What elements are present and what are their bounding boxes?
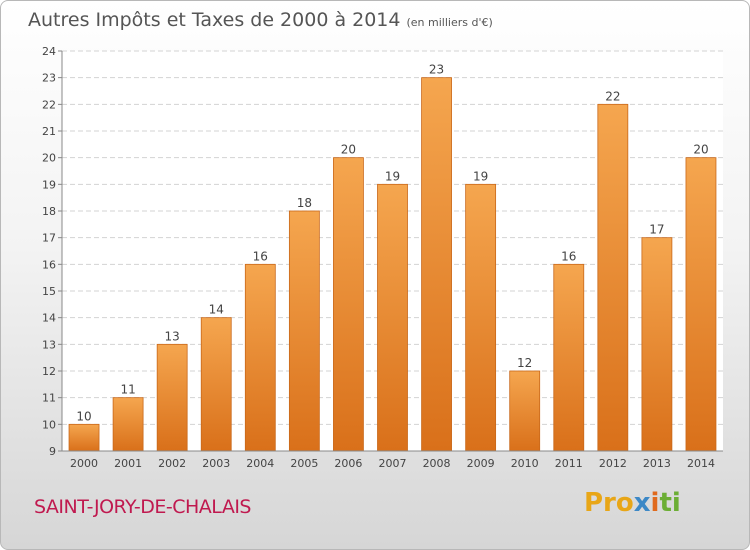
logo-part-2: x <box>633 488 651 518</box>
y-tick-label: 24 <box>42 45 56 58</box>
x-tick-label: 2000 <box>70 457 98 470</box>
data-label: 20 <box>693 143 708 157</box>
data-label: 18 <box>297 196 312 210</box>
location-name: SAINT-JORY-DE-CHALAIS <box>34 496 251 518</box>
bar <box>553 263 585 452</box>
x-tick-label: 2005 <box>290 457 318 470</box>
logo-part-1: Pro <box>584 488 634 518</box>
data-label: 13 <box>165 329 180 343</box>
bar <box>333 157 364 452</box>
y-tick-label: 20 <box>42 152 56 165</box>
data-label: 14 <box>209 303 224 317</box>
y-tick-label: 17 <box>42 232 56 245</box>
x-tick-label: 2006 <box>334 457 362 470</box>
bar <box>509 370 541 452</box>
unit-note: (en milliers d'€) <box>406 16 493 29</box>
data-label: 20 <box>341 143 356 157</box>
data-label: 12 <box>517 356 532 370</box>
x-tick-label: 2004 <box>246 457 274 470</box>
data-label: 22 <box>605 89 620 103</box>
bar <box>597 103 629 452</box>
data-label: 16 <box>253 249 268 263</box>
bar <box>244 263 276 452</box>
bar <box>421 77 452 452</box>
x-tick-label: 2001 <box>114 457 142 470</box>
bar <box>465 183 497 452</box>
x-tick-label: 2007 <box>379 457 407 470</box>
y-tick-label: 18 <box>42 205 56 218</box>
y-tick-label: 12 <box>42 365 56 378</box>
y-tick-label: 11 <box>42 392 56 405</box>
bar <box>377 183 408 452</box>
x-tick-label: 2014 <box>687 457 715 470</box>
data-label: 17 <box>649 223 664 237</box>
chart-title-text: Autres Impôts et Taxes de 2000 à 2014 <box>28 9 401 31</box>
bar <box>112 397 144 452</box>
x-tick-label: 2011 <box>555 457 583 470</box>
y-tick-label: 13 <box>42 338 56 351</box>
logo-part-4: ti <box>659 488 681 518</box>
logo-part-3: i <box>650 488 660 518</box>
x-tick-label: 2009 <box>467 457 495 470</box>
bar <box>288 210 320 452</box>
bar <box>685 157 717 452</box>
x-tick-label: 2013 <box>643 457 671 470</box>
data-label: 11 <box>120 383 135 397</box>
bar <box>641 237 673 452</box>
x-tick-label: 2012 <box>599 457 627 470</box>
data-label: 19 <box>473 169 488 183</box>
x-tick-label: 2002 <box>158 457 186 470</box>
y-tick-label: 14 <box>42 312 56 325</box>
y-tick-label: 9 <box>49 445 56 458</box>
y-tick-label: 15 <box>42 285 56 298</box>
y-tick-label: 19 <box>42 178 56 191</box>
chart-title: Autres Impôts et Taxes de 2000 à 2014 (en… <box>28 9 493 31</box>
x-tick-label: 2008 <box>423 457 451 470</box>
data-label: 10 <box>76 409 91 423</box>
data-label: 16 <box>561 249 576 263</box>
y-tick-label: 22 <box>42 98 56 111</box>
bar <box>200 317 232 452</box>
bar <box>68 423 100 452</box>
data-label: 23 <box>429 63 444 77</box>
proxiti-logo: Proxiti <box>584 488 681 518</box>
x-tick-label: 2010 <box>511 457 539 470</box>
y-tick-label: 10 <box>42 418 56 431</box>
data-label: 19 <box>385 169 400 183</box>
y-tick-label: 23 <box>42 72 56 85</box>
x-tick-label: 2003 <box>202 457 230 470</box>
y-tick-label: 16 <box>42 258 56 271</box>
bar <box>156 343 188 452</box>
y-tick-label: 21 <box>42 125 56 138</box>
